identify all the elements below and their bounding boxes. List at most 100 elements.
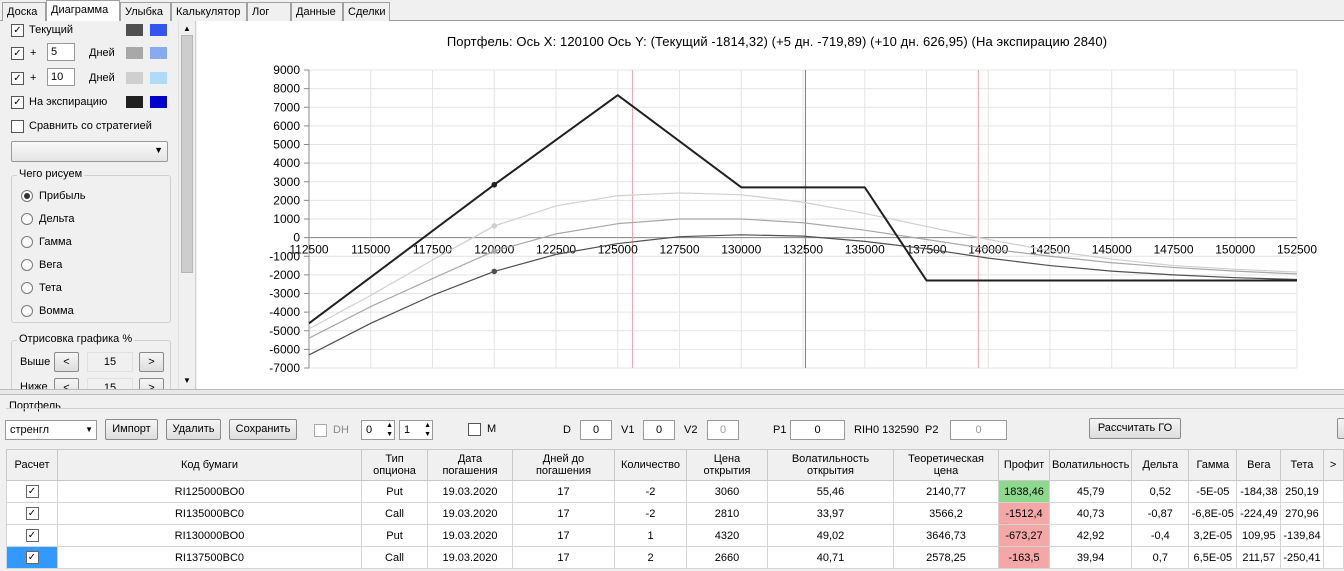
tab-calculator[interactable]: Калькулятор (171, 2, 247, 21)
col-header-vol[interactable]: Волатильность (1048, 449, 1133, 481)
cell-vega[interactable]: -224,49 (1236, 502, 1282, 525)
cell-theta[interactable]: -250,41 (1280, 546, 1324, 569)
above-decrease-button[interactable]: < (54, 352, 79, 372)
calculate-go-button[interactable]: Рассчитать ГО (1089, 418, 1181, 439)
plus5-dark-swatch[interactable] (126, 47, 143, 59)
cell-vega[interactable]: -184,38 (1236, 480, 1282, 503)
row-calc-checkbox[interactable]: ✓ (25, 529, 39, 542)
plus10-checkbox[interactable]: ✓ (11, 72, 24, 85)
cell-gamma[interactable]: 3,2E-05 (1188, 524, 1238, 547)
plus5-light-swatch[interactable] (150, 47, 167, 59)
scrollbar-thumb[interactable] (181, 35, 193, 273)
col-header-vega[interactable]: Вега (1236, 449, 1282, 481)
row-calc-checkbox-cell[interactable]: ✓ (6, 546, 58, 569)
cell-open-price[interactable]: 4320 (686, 524, 768, 547)
row-calc-checkbox[interactable]: ✓ (25, 507, 39, 520)
current-checkbox[interactable]: ✓ (11, 24, 24, 37)
cell-gamma[interactable]: 6,5E-05 (1188, 546, 1238, 569)
cell-days[interactable]: 17 (512, 546, 615, 569)
cell-delta[interactable]: 0,52 (1131, 480, 1190, 503)
panel-splitter[interactable] (0, 389, 1344, 395)
cell-open-price[interactable]: 3060 (686, 480, 768, 503)
table-row[interactable]: ✓ RI137500BC0 Call 19.03.2020 17 2 2660 40,71 25… (6, 546, 1344, 569)
payoff-chart[interactable]: 9000 8000 7000 6000 5000 4000 3000 2000 1000 0 -10… (197, 21, 1344, 389)
radio-gamma[interactable] (21, 236, 33, 248)
cell-days[interactable]: 17 (512, 524, 615, 547)
v2-input[interactable]: 0 (707, 420, 739, 440)
strategy-compare-dropdown[interactable]: ▼ (11, 141, 168, 162)
cell-qty[interactable]: 1 (614, 524, 687, 547)
cell-days[interactable]: 17 (512, 502, 615, 525)
d-input[interactable]: 0 (580, 420, 612, 440)
v1-input[interactable]: 0 (643, 420, 675, 440)
cell-delta[interactable]: 0,7 (1131, 546, 1190, 569)
partial-button[interactable] (1337, 418, 1344, 439)
cell-theo-price[interactable]: 2140,77 (893, 480, 999, 503)
col-header-gamma[interactable]: Гамма (1188, 449, 1238, 481)
spinner-1[interactable]: 0 ▲ ▼ (361, 420, 395, 440)
cell-open-price[interactable]: 2660 (686, 546, 768, 569)
cell-theo-price[interactable]: 2578,25 (893, 546, 999, 569)
col-header-type[interactable]: Тип опциона (361, 449, 428, 481)
tab-data[interactable]: Данные (291, 2, 343, 21)
cell-type[interactable]: Put (361, 480, 428, 503)
col-header-more[interactable]: > (1322, 449, 1344, 481)
above-percent-input[interactable]: 15 (87, 352, 133, 372)
cell-theta[interactable]: 250,19 (1280, 480, 1324, 503)
cell-gamma[interactable]: -6,8E-05 (1188, 502, 1238, 525)
expiry-light-swatch[interactable] (150, 96, 167, 108)
col-header-open-vol[interactable]: Волатильность открытия (767, 449, 894, 481)
delete-button[interactable]: Удалить (166, 419, 221, 440)
col-header-calc[interactable]: Расчет (6, 449, 58, 481)
cell-code[interactable]: RI137500BC0 (57, 546, 362, 569)
spinner-2[interactable]: 1 ▲ ▼ (399, 420, 433, 440)
plus5-days-input[interactable]: 5 (47, 43, 75, 61)
cell-open-vol[interactable]: 33,97 (767, 502, 894, 525)
current-dark-swatch[interactable] (126, 24, 143, 36)
row-calc-checkbox[interactable]: ✓ (25, 551, 39, 564)
above-increase-button[interactable]: > (139, 352, 164, 372)
current-light-swatch[interactable] (150, 24, 167, 36)
col-header-maturity[interactable]: Дата погашения (427, 449, 513, 481)
plus10-days-input[interactable]: 10 (47, 68, 75, 86)
radio-profit[interactable] (21, 190, 33, 202)
dh-checkbox[interactable] (314, 424, 327, 437)
tab-diagram[interactable]: Диаграмма (46, 0, 120, 22)
cell-vol[interactable]: 40,73 (1048, 502, 1133, 525)
compare-checkbox[interactable] (11, 120, 24, 133)
spinner-arrows-icon[interactable]: ▲ ▼ (424, 422, 431, 438)
plus10-light-swatch[interactable] (150, 72, 167, 84)
cell-vega[interactable]: 109,95 (1236, 524, 1282, 547)
below-increase-button[interactable]: > (139, 378, 164, 389)
col-header-theta[interactable]: Тета (1280, 449, 1324, 481)
cell-qty[interactable]: -2 (614, 502, 687, 525)
table-row[interactable]: ✓ RI125000BO0 Put 19.03.2020 17 -2 3060 55,46 21… (6, 480, 1344, 503)
cell-vega[interactable]: 211,57 (1236, 546, 1282, 569)
cell-type[interactable]: Put (361, 524, 428, 547)
plus5-checkbox[interactable]: ✓ (11, 47, 24, 60)
cell-type[interactable]: Call (361, 546, 428, 569)
cell-days[interactable]: 17 (512, 480, 615, 503)
cell-gamma[interactable]: -5E-05 (1188, 480, 1238, 503)
plus10-dark-swatch[interactable] (126, 72, 143, 84)
table-row[interactable]: ✓ RI130000BO0 Put 19.03.2020 17 1 4320 49,02 364… (6, 524, 1344, 547)
cell-profit[interactable]: -673,27 (998, 524, 1050, 547)
cell-code[interactable]: RI130000BO0 (57, 524, 362, 547)
cell-qty[interactable]: 2 (614, 546, 687, 569)
scroll-up-icon[interactable]: ▲ (183, 24, 191, 33)
cell-maturity[interactable]: 19.03.2020 (427, 524, 513, 547)
cell-delta[interactable]: -0,4 (1131, 524, 1190, 547)
row-calc-checkbox-cell[interactable]: ✓ (6, 524, 58, 547)
cell-open-vol[interactable]: 40,71 (767, 546, 894, 569)
cell-maturity[interactable]: 19.03.2020 (427, 480, 513, 503)
radio-delta[interactable] (21, 213, 33, 225)
below-decrease-button[interactable]: < (54, 378, 79, 389)
cell-vol[interactable]: 45,79 (1048, 480, 1133, 503)
cell-profit[interactable]: 1838,46 (998, 480, 1050, 503)
cell-qty[interactable]: -2 (614, 480, 687, 503)
m-checkbox[interactable] (468, 423, 481, 436)
expiry-checkbox[interactable]: ✓ (11, 96, 24, 109)
cell-maturity[interactable]: 19.03.2020 (427, 502, 513, 525)
cell-profit[interactable]: -1512,4 (998, 502, 1050, 525)
tab-deals[interactable]: Сделки (343, 2, 390, 21)
